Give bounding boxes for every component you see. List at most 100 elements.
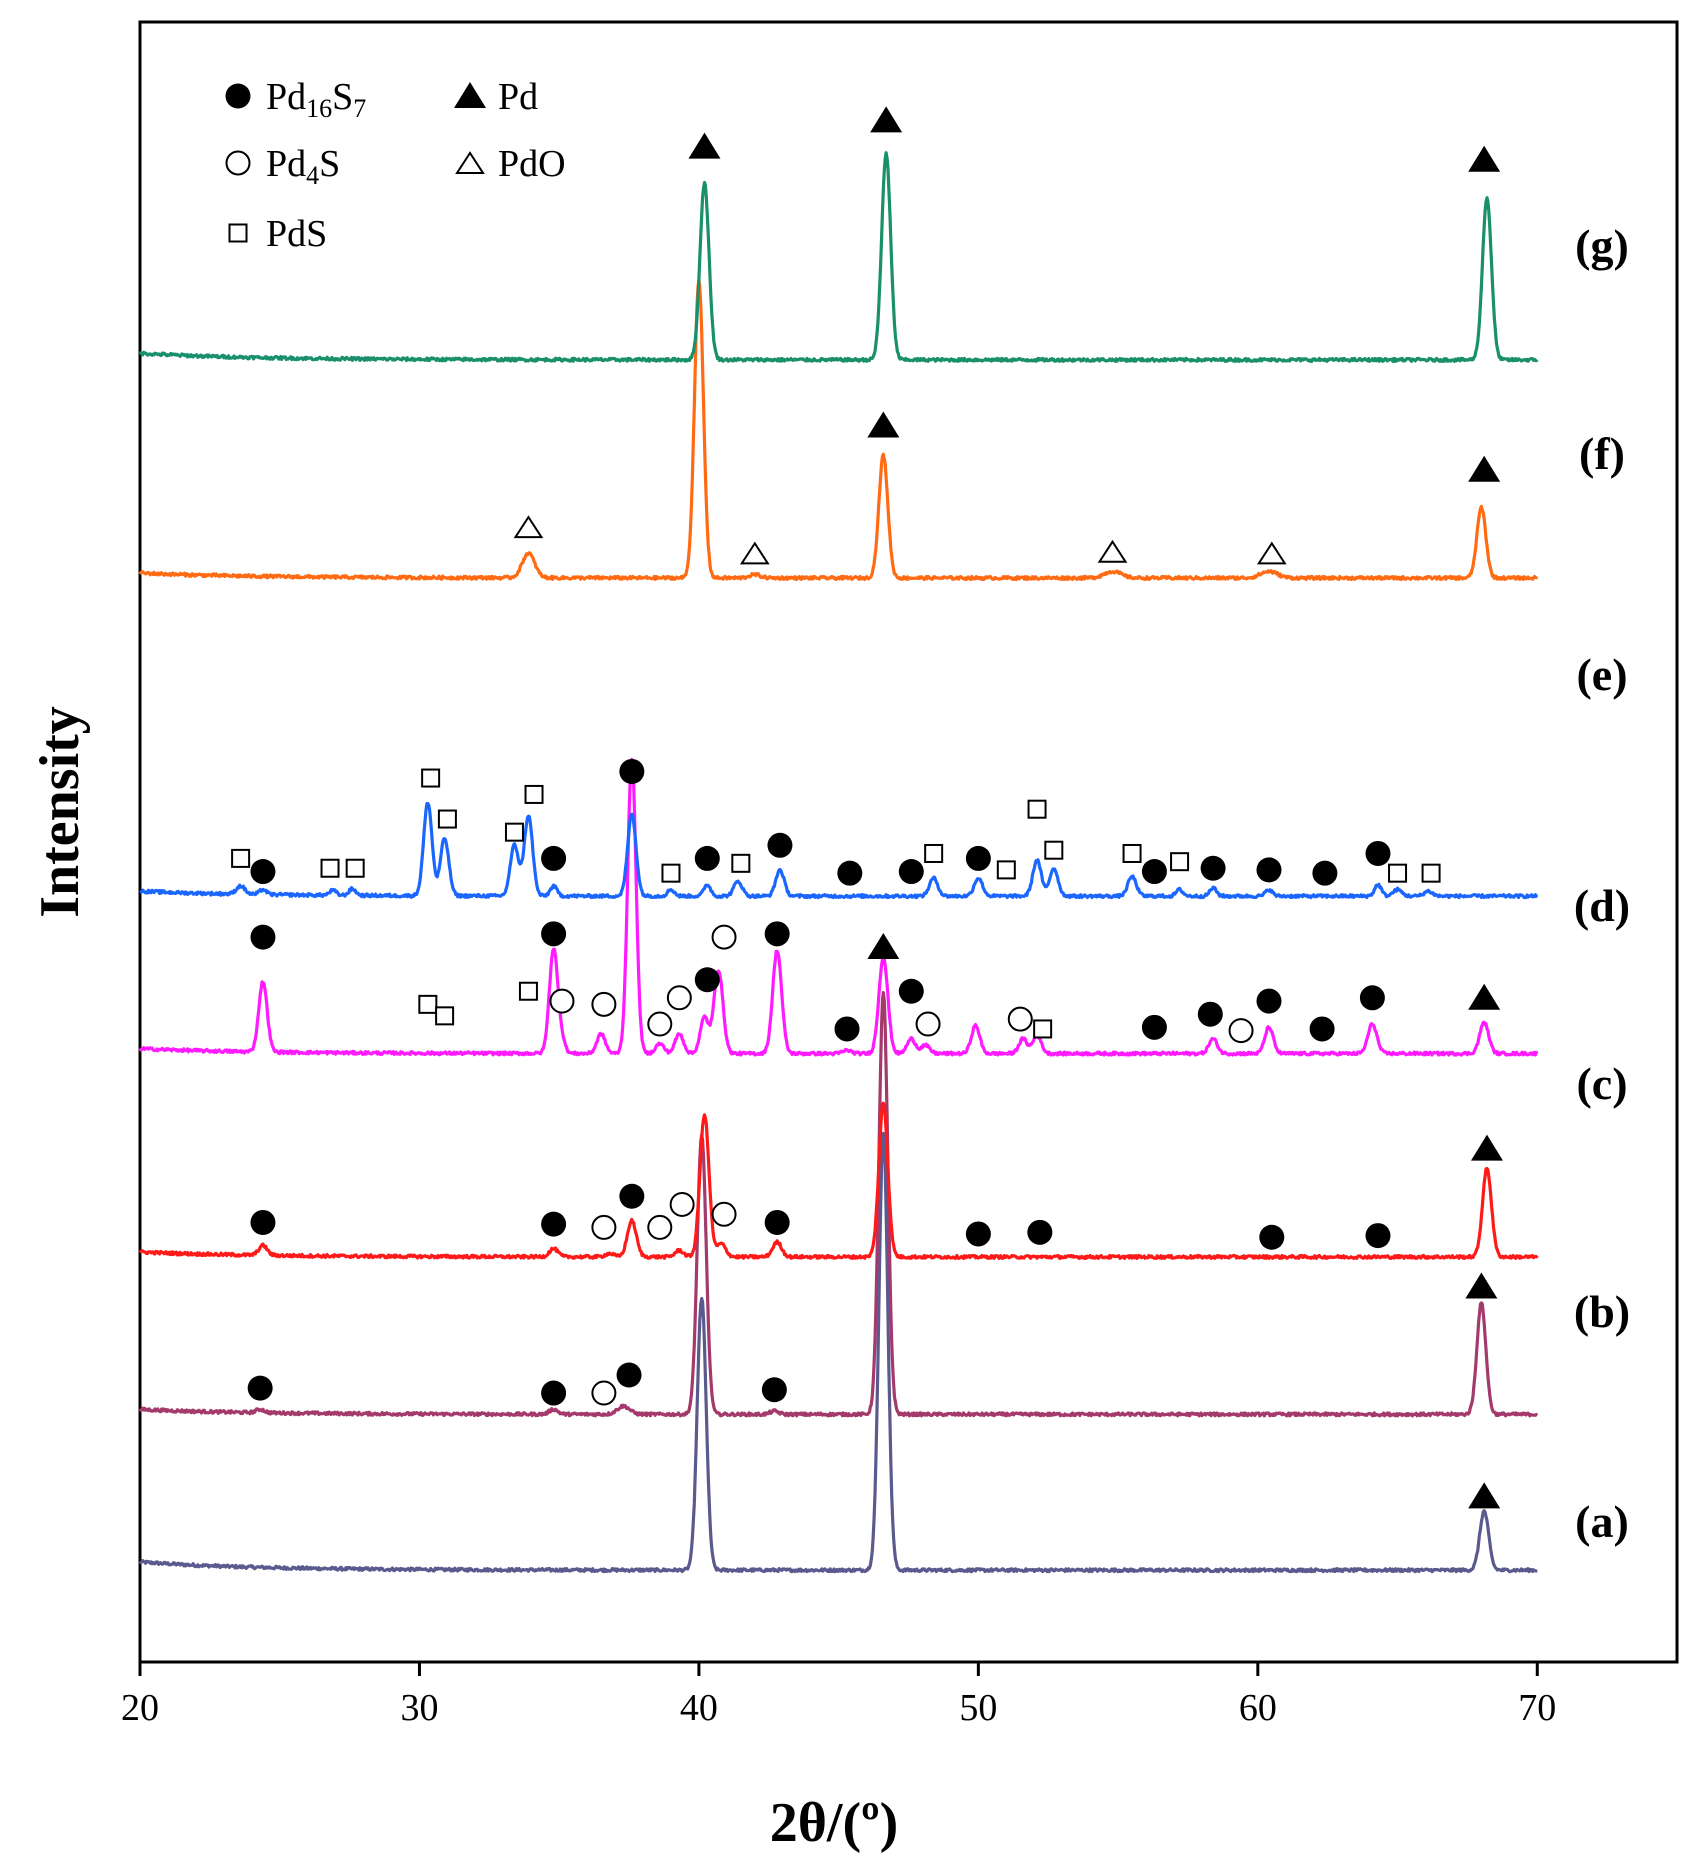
marker-pdo xyxy=(1097,539,1128,563)
curve-label-e: (e) xyxy=(1576,649,1627,700)
marker-pd4s xyxy=(549,988,575,1014)
marker-pd xyxy=(1468,455,1501,482)
x-tick-label: 60 xyxy=(1239,1687,1277,1729)
marker-pd4s xyxy=(711,924,737,950)
marker-pd4s xyxy=(647,1214,673,1240)
marker-pd4s xyxy=(666,985,692,1011)
series-line-b xyxy=(138,991,1539,1418)
marker-pd16s7 xyxy=(247,1375,273,1401)
marker-pds xyxy=(1027,799,1047,819)
marker-pd16s7 xyxy=(1365,1223,1391,1249)
series-line-a xyxy=(138,1131,1538,1574)
marker-pd16s7 xyxy=(1359,985,1385,1011)
marker-pd16s7 xyxy=(837,860,863,886)
marker-pd16s7 xyxy=(764,1209,790,1235)
marker-pds xyxy=(228,223,248,243)
x-tick-label: 30 xyxy=(400,1687,438,1729)
marker-pd xyxy=(1465,1272,1498,1299)
x-tick-label: 70 xyxy=(1518,1687,1556,1729)
marker-pd4s xyxy=(669,1191,695,1217)
marker-pd4s xyxy=(225,150,251,176)
marker-pds xyxy=(437,809,457,829)
marker-pd16s7 xyxy=(1256,857,1282,883)
curve-label-g: (g) xyxy=(1575,220,1629,271)
marker-pd4s xyxy=(647,1011,673,1037)
curve-label-b: (b) xyxy=(1574,1286,1630,1337)
marker-pd xyxy=(454,82,486,108)
marker-pd4s xyxy=(1228,1018,1254,1044)
marker-pds xyxy=(1388,863,1408,883)
marker-pd16s7 xyxy=(694,845,720,871)
legend-label-pd4s: Pd4S xyxy=(266,143,340,190)
marker-group xyxy=(231,106,1503,1509)
x-tick-label: 40 xyxy=(680,1687,718,1729)
x-axis-ticks: 20 30 40 50 60 70 xyxy=(121,1662,1556,1729)
marker-pd xyxy=(867,411,900,438)
marker-pd4s xyxy=(591,1214,617,1240)
curve-labels: (a) (b) (c) (d) (e) (f) (g) xyxy=(1574,220,1630,1547)
marker-pd16s7 xyxy=(761,1377,787,1403)
marker-pd4s xyxy=(1007,1006,1033,1032)
marker-pd16s7 xyxy=(1256,988,1282,1014)
marker-pd16s7 xyxy=(619,1183,645,1209)
marker-pd16s7 xyxy=(1312,860,1338,886)
legend-label-pdo: PdO xyxy=(498,143,566,185)
marker-pd xyxy=(1468,1482,1501,1509)
marker-pdo xyxy=(739,541,770,565)
curve-label-d: (d) xyxy=(1574,880,1630,931)
marker-pd xyxy=(870,106,903,133)
marker-pd16s7 xyxy=(250,859,276,885)
series-group xyxy=(138,151,1539,1574)
marker-pds xyxy=(1170,852,1190,872)
marker-pds xyxy=(345,858,365,878)
marker-pd16s7 xyxy=(541,845,567,871)
marker-pd16s7 xyxy=(1197,1001,1223,1027)
marker-pd16s7 xyxy=(965,845,991,871)
marker-pd16s7 xyxy=(250,924,276,950)
legend: Pd16S7 Pd Pd4S PdO PdS xyxy=(225,76,566,255)
marker-pdo xyxy=(1256,541,1287,565)
legend-label-pd16s7: Pd16S7 xyxy=(266,76,366,123)
marker-pd16s7 xyxy=(250,1209,276,1235)
marker-pdo xyxy=(455,151,485,174)
curve-label-f: (f) xyxy=(1579,428,1625,479)
marker-pd xyxy=(867,932,900,959)
marker-pd16s7 xyxy=(616,1362,642,1388)
marker-pd16s7 xyxy=(1309,1016,1335,1042)
marker-pds xyxy=(504,822,524,842)
marker-pds xyxy=(524,784,544,804)
plot-frame xyxy=(138,20,1679,1664)
marker-pd16s7 xyxy=(1259,1224,1285,1250)
marker-pds xyxy=(1421,863,1441,883)
marker-pds xyxy=(996,860,1016,880)
series-line-d xyxy=(138,757,1539,1057)
marker-pd16s7 xyxy=(694,967,720,993)
marker-pds xyxy=(1033,1019,1053,1039)
marker-pds xyxy=(924,843,944,863)
marker-pd16s7 xyxy=(541,1211,567,1237)
marker-pds xyxy=(435,1006,455,1026)
marker-pds xyxy=(518,981,538,1001)
marker-pd16s7 xyxy=(619,758,645,784)
marker-pds xyxy=(418,994,438,1014)
marker-pd xyxy=(1470,1134,1503,1161)
marker-pd16s7 xyxy=(1365,840,1391,866)
marker-pdo xyxy=(513,515,544,539)
x-tick-label: 20 xyxy=(121,1687,159,1729)
marker-pd4s xyxy=(711,1201,737,1227)
marker-pd4s xyxy=(591,991,617,1017)
legend-label-pds: PdS xyxy=(266,213,327,255)
marker-pds xyxy=(661,863,681,883)
marker-pd16s7 xyxy=(1027,1219,1053,1245)
marker-pds xyxy=(320,858,340,878)
marker-pd xyxy=(1468,145,1501,172)
marker-pd16s7 xyxy=(898,978,924,1004)
marker-pd16s7 xyxy=(834,1016,860,1042)
marker-pds xyxy=(231,848,251,868)
marker-pd xyxy=(688,132,721,159)
marker-pd xyxy=(1468,983,1501,1010)
marker-pd16s7 xyxy=(541,1380,567,1406)
marker-pd16s7 xyxy=(764,921,790,947)
marker-pds xyxy=(731,853,751,873)
series-line-f xyxy=(138,278,1539,581)
